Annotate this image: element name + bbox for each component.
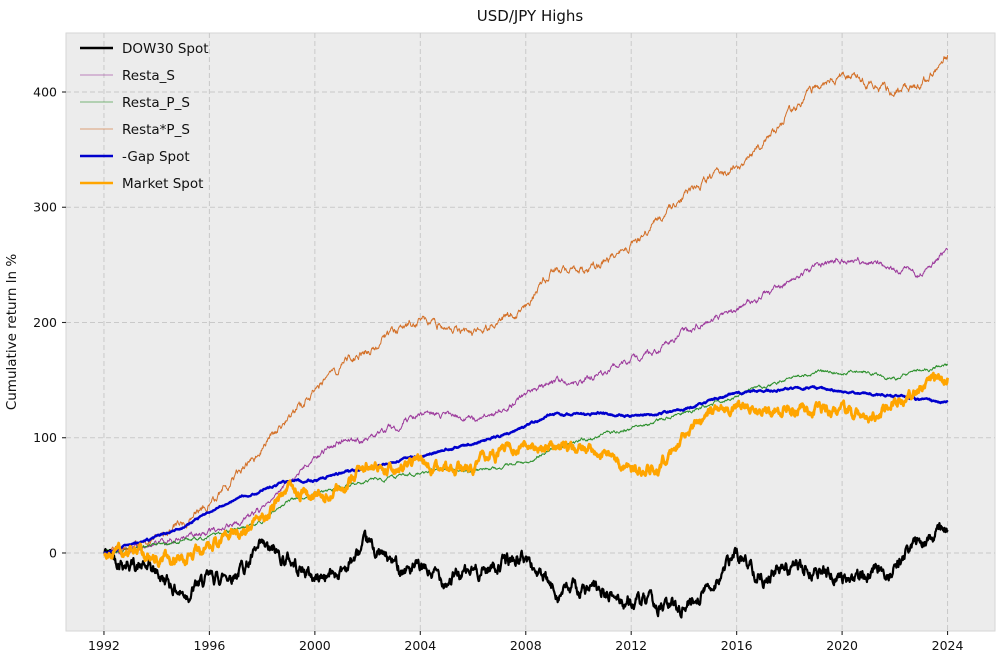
legend-item-resta-p-s: Resta*P_S xyxy=(80,122,190,138)
y-tick-label: 0 xyxy=(49,545,57,560)
gridlines xyxy=(66,33,995,631)
legend-label: Resta*P_S xyxy=(122,122,190,138)
x-tick-label: 2020 xyxy=(826,638,858,653)
x-tick-label: 1996 xyxy=(194,638,226,653)
legend-label: DOW30 Spot xyxy=(122,41,209,57)
series-line-resta-p-s xyxy=(103,363,948,554)
x-tick-label: 2024 xyxy=(932,638,964,653)
plot-area xyxy=(65,32,996,632)
x-tick-label: 2012 xyxy=(615,638,647,653)
legend: DOW30 Spot Resta_S Resta_P_S Resta*P_S -Gap … xyxy=(80,41,209,192)
x-tick-label: 2000 xyxy=(299,638,331,653)
chart-title: USD/JPY Highs xyxy=(477,7,584,25)
legend-item-dow30-spot: DOW30 Spot xyxy=(80,41,209,57)
y-tick-label: 300 xyxy=(33,200,57,215)
series-line-market-spot xyxy=(103,371,949,568)
x-tick-label: 2004 xyxy=(404,638,436,653)
y-tick-label: 200 xyxy=(33,315,57,330)
x-tick-label: 2008 xyxy=(510,638,542,653)
series-line-dow30-spot xyxy=(103,522,949,619)
legend-item-resta-s: Resta_S xyxy=(80,68,175,84)
series-line-resta-p-s xyxy=(103,55,949,556)
y-tick-label: 100 xyxy=(33,430,57,445)
legend-label: Market Spot xyxy=(122,176,203,192)
legend-label: -Gap Spot xyxy=(122,149,190,165)
series-line-resta-s xyxy=(103,247,948,556)
y-axis-label: Cumulative return ln % xyxy=(4,254,20,411)
x-tick-label: 1992 xyxy=(88,638,120,653)
axes: 1992 1996 2000 2004 2008 2012 2016 2020 2024 0 100… xyxy=(33,85,963,653)
series-line-gap-spot xyxy=(103,385,949,555)
legend-item-gap-spot: -Gap Spot xyxy=(80,149,190,165)
x-tick-label: 2016 xyxy=(721,638,753,653)
legend-label: Resta_S xyxy=(122,68,175,84)
legend-item-market-spot: Market Spot xyxy=(80,176,203,192)
legend-label: Resta_P_S xyxy=(122,95,190,111)
y-tick-label: 400 xyxy=(33,85,57,100)
legend-item-resta-p-s: Resta_P_S xyxy=(80,95,190,111)
series-group xyxy=(103,55,949,619)
